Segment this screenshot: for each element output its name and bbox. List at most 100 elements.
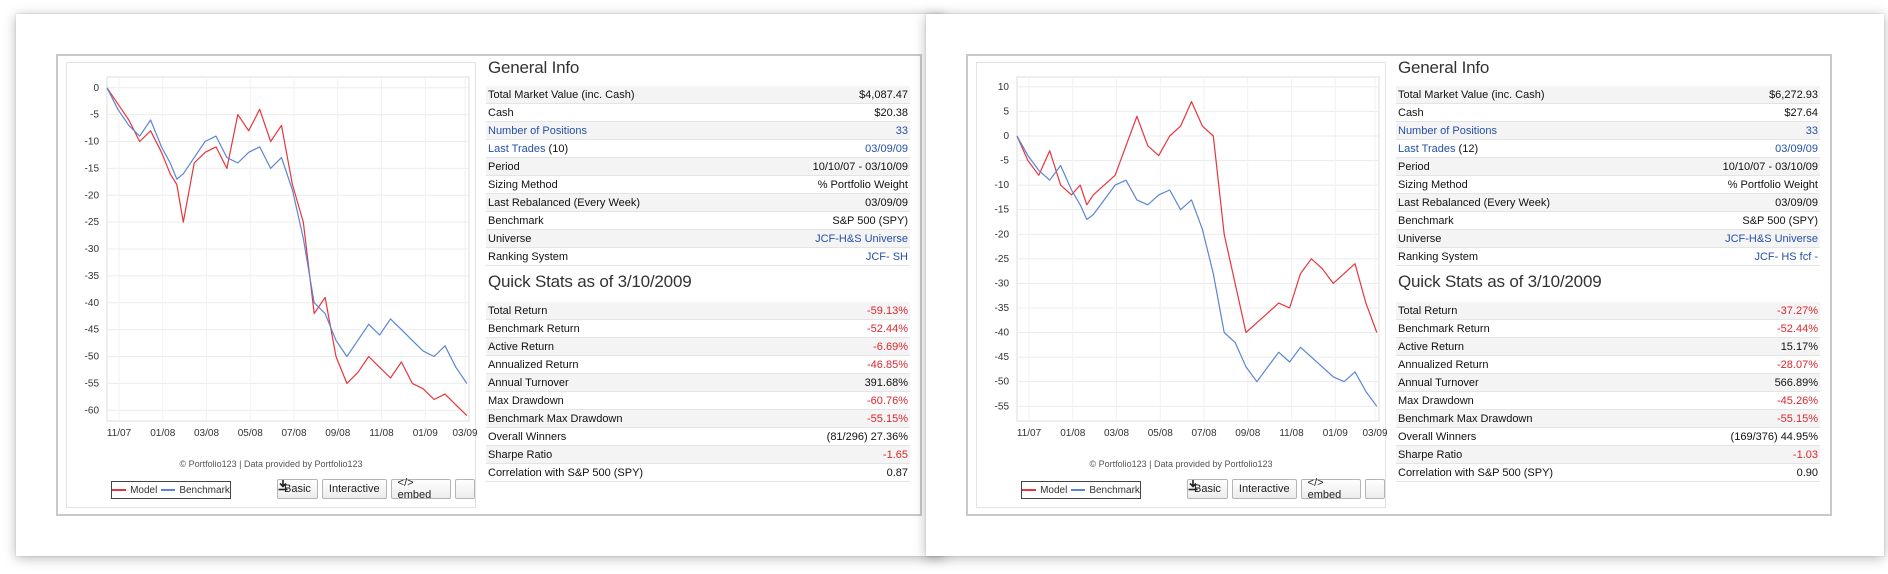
stat-label-text: Correlation with S&P 500 (SPY) (488, 466, 644, 479)
stat-label-text: Universe (488, 232, 532, 245)
model-series-line (106, 87, 468, 417)
stat-value[interactable]: JCF- SH (744, 247, 910, 266)
stat-label-text: Overall Winners (488, 430, 567, 443)
stat-value: $4,087.47 (744, 86, 910, 104)
y-tick-label: -20 (85, 190, 100, 201)
stat-label: Correlation with S&P 500 (SPY) (1396, 463, 1666, 482)
stat-label-text: Benchmark Max Drawdown (1398, 412, 1533, 425)
download-icon (278, 480, 288, 491)
stat-value[interactable]: 33 (1654, 121, 1820, 140)
y-tick-label: 0 (93, 83, 99, 94)
embed-button[interactable]: </> embed (390, 477, 452, 501)
stat-label-text: Last Rebalanced (Every Week) (488, 196, 641, 209)
stat-label-text: Period (1398, 160, 1430, 173)
chart-legend[interactable]: Model Benchmark (1021, 481, 1141, 499)
stat-label[interactable]: Last Trades (10) (486, 139, 745, 158)
stat-row: Last Trades (10) 03/09/09 (486, 139, 910, 158)
stat-row: Overall Winners (169/376) 44.95% (1396, 427, 1820, 446)
chart-credit: © Portfolio123 | Data provided by Portfo… (179, 459, 363, 469)
stat-row: Correlation with S&P 500 (SPY) 0.87 (486, 463, 910, 482)
legend-benchmark-label: Benchmark (179, 484, 230, 496)
x-tick-label: 09/08 (325, 428, 350, 439)
basic-button[interactable]: Basic (1187, 479, 1228, 499)
benchmark-swatch (1071, 489, 1086, 491)
stat-label-text[interactable]: Number of Positions (488, 124, 588, 137)
general-info-table: Total Market Value (inc. Cash) $4,087.47 C… (486, 86, 910, 266)
stat-value: -60.76% (761, 391, 910, 410)
stat-label: Benchmark Max Drawdown (486, 409, 762, 428)
stat-label-text[interactable]: Number of Positions (1398, 124, 1498, 137)
benchmark-series-line (106, 87, 468, 384)
chart-legend[interactable]: Model Benchmark (111, 481, 231, 499)
legend-model-label: Model (1040, 484, 1068, 496)
chart-credit: © Portfolio123 | Data provided by Portfo… (1089, 459, 1273, 469)
stat-value: 15.17% (1665, 337, 1820, 356)
stat-label-text: Last Rebalanced (Every Week) (1398, 196, 1551, 209)
stat-label-text: Sharpe Ratio (1398, 448, 1463, 461)
stat-label: Ranking System (486, 247, 745, 266)
interactive-button[interactable]: Interactive (321, 479, 387, 499)
stat-value[interactable]: 33 (744, 121, 910, 140)
x-tick-label: 11/08 (1279, 428, 1304, 439)
stat-label-text: Sizing Method (488, 178, 558, 191)
performance-chart[interactable]: 10 5 0 -5 -10 -15 -20 -25 -30 -35 -40 -45 -50 -55 11/0… (976, 62, 1387, 508)
x-tick-label: 03/08 (1104, 428, 1129, 439)
stat-label: Last Rebalanced (Every Week) (486, 193, 745, 212)
model-swatch (112, 489, 127, 491)
stat-label: Annual Turnover (486, 373, 762, 392)
y-tick-label: -20 (995, 229, 1010, 240)
stat-label: Ranking System (1396, 247, 1655, 266)
stat-value: -55.15% (761, 409, 910, 428)
stat-row: Max Drawdown -45.26% (1396, 391, 1820, 410)
stat-label: Active Return (486, 337, 762, 356)
y-tick-label: -10 (85, 137, 100, 148)
stat-row: Sharpe Ratio -1.65 (486, 445, 910, 464)
stat-label[interactable]: Number of Positions (1396, 121, 1655, 140)
stat-label-text: Total Market Value (inc. Cash) (1398, 88, 1545, 101)
stat-row: Period 10/10/07 - 03/10/09 (486, 157, 910, 176)
stat-label: Annualized Return (1396, 355, 1666, 374)
x-tick-label: 09/08 (1235, 428, 1260, 439)
stat-value: (169/376) 44.95% (1665, 427, 1820, 446)
stat-row: Benchmark Max Drawdown -55.15% (1396, 409, 1820, 428)
stat-label-text: Sharpe Ratio (488, 448, 553, 461)
stat-label-count: (12) (1455, 142, 1479, 155)
basic-button[interactable]: Basic (277, 479, 318, 499)
stat-value: -55.15% (1665, 409, 1820, 428)
stat-row: Benchmark S&P 500 (SPY) (486, 211, 910, 230)
stat-value: % Portfolio Weight (1654, 175, 1820, 194)
embed-button[interactable]: </> embed (1300, 477, 1362, 501)
stat-label[interactable]: Last Trades (12) (1396, 139, 1655, 158)
stat-label-text: Max Drawdown (1398, 394, 1474, 407)
stat-label: Benchmark (486, 211, 745, 230)
y-tick-label: -35 (995, 303, 1010, 314)
stat-label-text: Active Return (488, 340, 555, 353)
stat-value[interactable]: JCF- HS fcf - (1654, 247, 1820, 266)
stat-label-text[interactable]: Last Trades (1398, 142, 1456, 155)
interactive-button[interactable]: Interactive (1231, 479, 1297, 499)
stat-row: Benchmark Return -52.44% (1396, 319, 1820, 338)
stat-value[interactable]: JCF-H&S Universe (1654, 229, 1820, 248)
performance-chart[interactable]: 0 -5 -10 -15 -20 -25 -30 -35 -40 -45 -50 -55 -60 11/0… (66, 62, 477, 508)
stat-value[interactable]: 03/09/09 (744, 139, 910, 158)
stat-label-text: Benchmark Return (1398, 322, 1490, 335)
stat-label-text[interactable]: Last Trades (488, 142, 546, 155)
stat-value[interactable]: 03/09/09 (1654, 139, 1820, 158)
stat-value: -37.27% (1665, 302, 1820, 320)
stat-label-text: Cash (488, 106, 514, 119)
x-tick-label: 03/09 (1362, 428, 1387, 439)
stat-label-text: Benchmark Max Drawdown (488, 412, 623, 425)
portfolio-panel: 0 -5 -10 -15 -20 -25 -30 -35 -40 -45 -50 -55 -60 11/0… (56, 54, 922, 516)
stat-row: Sharpe Ratio -1.03 (1396, 445, 1820, 464)
download-button[interactable] (278, 479, 475, 499)
stat-value: 10/10/07 - 03/10/09 (1654, 157, 1820, 176)
stat-row: Cash $27.64 (1396, 103, 1820, 122)
stat-row: Sizing Method % Portfolio Weight (1396, 175, 1820, 194)
stat-row: Active Return 15.17% (1396, 337, 1820, 356)
stat-row: Total Return -37.27% (1396, 302, 1820, 320)
stat-label: Sharpe Ratio (1396, 445, 1666, 464)
stat-label[interactable]: Number of Positions (486, 121, 745, 140)
download-button[interactable] (1188, 479, 1385, 499)
stat-value[interactable]: JCF-H&S Universe (744, 229, 910, 248)
stat-row: Total Market Value (inc. Cash) $4,087.47 (486, 86, 910, 104)
